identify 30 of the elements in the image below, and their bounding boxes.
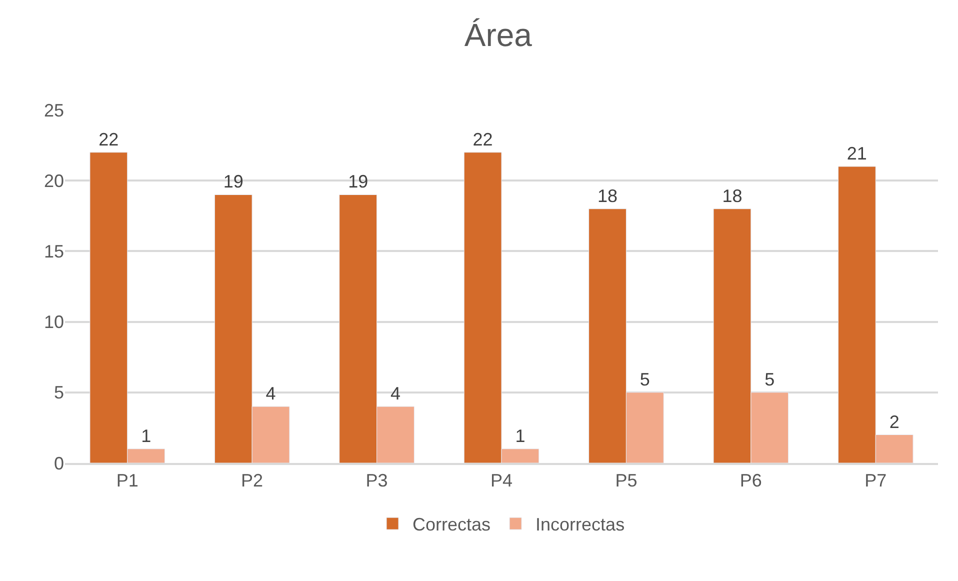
data-label: 18 [597,186,618,206]
data-label: 4 [390,384,401,404]
y-tick-label: 5 [54,382,64,403]
data-label: 1 [141,426,152,446]
data-label: 22 [98,129,119,150]
data-label: 22 [472,129,493,150]
data-label: 4 [266,384,276,404]
x-tick-label: P6 [740,470,762,490]
data-label: 1 [515,426,526,446]
x-tick-label: P3 [366,470,388,490]
y-tick-label: 25 [44,100,64,120]
x-tick-label: P2 [241,470,264,490]
x-tick-label: P7 [864,470,887,490]
x-tick-label: P1 [116,470,138,490]
data-label: 2 [889,412,900,432]
x-tick-label: P5 [615,470,638,490]
y-tick-label: 0 [54,453,64,474]
data-label: 19 [223,172,244,192]
data-label: 21 [846,143,867,164]
chart-title: Área [464,17,532,54]
y-tick-label: 10 [44,312,64,332]
y-tick-label: 20 [44,170,64,191]
data-label: 5 [640,369,650,390]
data-label: 18 [722,186,742,206]
legend-label: Correctas [412,514,491,535]
data-label: 5 [764,369,775,390]
x-tick-label: P4 [490,470,513,490]
data-label: 19 [348,172,368,192]
legend-label: Incorrectas [536,514,625,535]
y-tick-label: 15 [44,242,64,262]
